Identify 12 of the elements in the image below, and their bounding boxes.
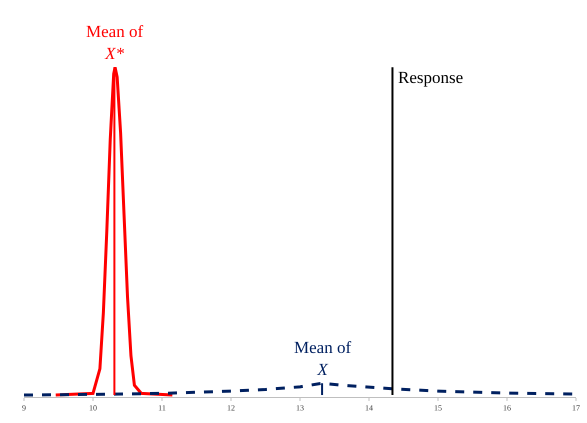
annotation: Response <box>398 68 464 87</box>
annotation: Mean of X* <box>86 22 144 64</box>
x-tick-label: 10 <box>89 404 97 413</box>
x-tick-label: 16 <box>503 404 511 413</box>
x-tick-label: 17 <box>572 404 580 413</box>
annotation: Mean of X <box>294 338 352 380</box>
x-tick-label: 11 <box>158 404 166 413</box>
x-tick-label: 13 <box>296 404 304 413</box>
x-tick-label: 14 <box>365 404 373 413</box>
x-tick-label: 15 <box>434 404 442 413</box>
x-tick-label: 9 <box>22 404 26 413</box>
x-tick-label: 12 <box>227 404 235 413</box>
